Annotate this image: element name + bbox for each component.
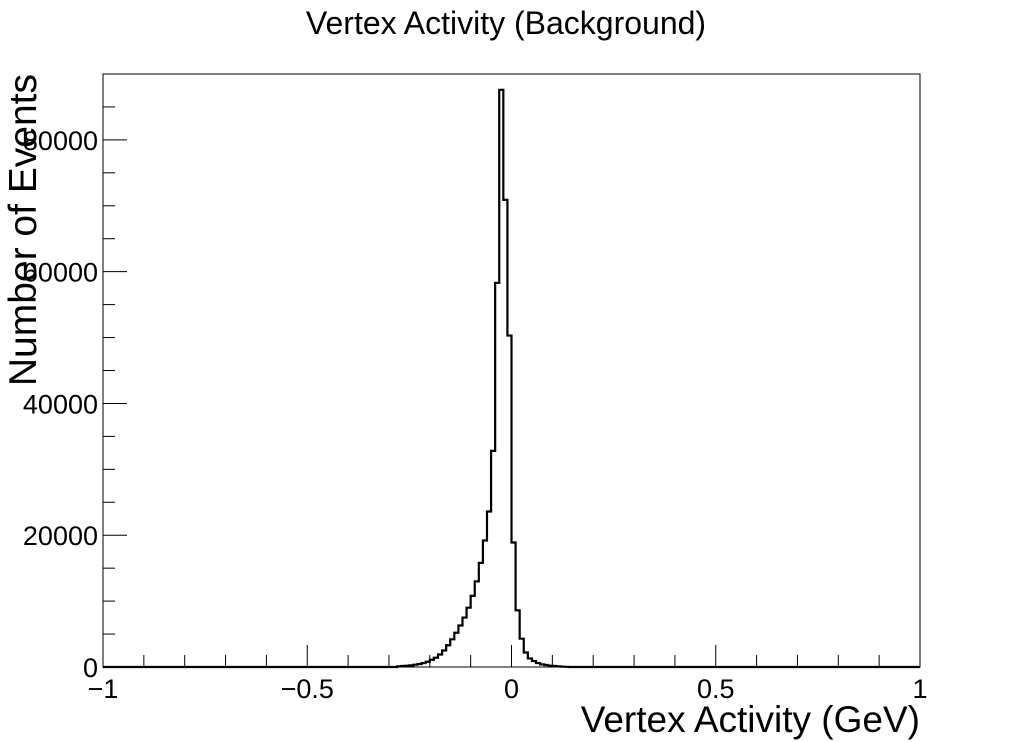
y-tick-label: 60000 [23, 258, 98, 288]
axis-tick-labels: −1 −0.5 0 0.5 1 0 20000 40000 60000 80000 [23, 126, 928, 704]
y-axis-label: Number of Events [2, 74, 45, 386]
plot-frame [102, 73, 921, 668]
x-tick-label: −0.5 [281, 674, 334, 704]
x-tick-label: −1 [88, 674, 119, 704]
y-tick-label: 40000 [23, 389, 98, 419]
y-tick-label: 80000 [23, 126, 98, 156]
chart-title: Vertex Activity (Background) [306, 5, 706, 41]
x-tick-label: 1 [912, 674, 927, 704]
histogram-series-line [103, 88, 920, 669]
x-axis-label: Vertex Activity (GeV) [581, 699, 920, 740]
x-tick-label: 0.5 [697, 674, 735, 704]
y-tick-label: 20000 [23, 521, 98, 551]
x-tick-label: 0 [504, 674, 519, 704]
y-tick-label: 0 [83, 653, 98, 683]
